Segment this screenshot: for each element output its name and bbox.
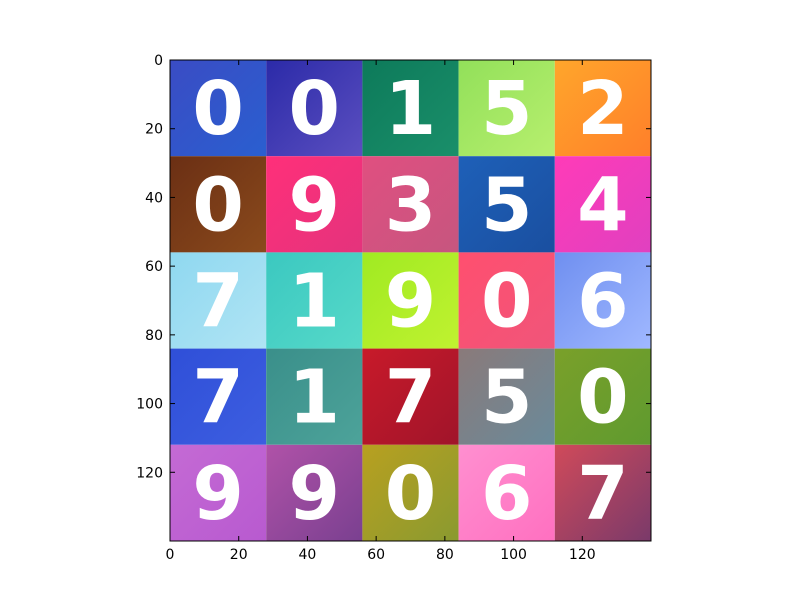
- digit-tile: 9: [266, 156, 363, 253]
- digit-tile: 0: [170, 156, 267, 253]
- digit-label: 4: [577, 162, 629, 248]
- tile-background: [266, 156, 363, 253]
- digit-tile: 1: [266, 252, 363, 349]
- tile-background: [362, 444, 459, 541]
- x-tick-label: 60: [367, 547, 385, 563]
- x-tick-label: 120: [569, 547, 596, 563]
- digit-tile: 3: [362, 156, 459, 253]
- digit-label: 0: [385, 451, 437, 537]
- digit-label: 5: [481, 66, 533, 152]
- digit-label: 6: [481, 451, 533, 537]
- tile-background: [458, 156, 555, 253]
- digit-tile: 1: [362, 60, 459, 157]
- digit-tile: 5: [458, 60, 555, 157]
- tile-background: [458, 60, 555, 157]
- tile-background: [170, 444, 267, 541]
- tile-background: [554, 252, 651, 349]
- digit-label: 3: [385, 162, 437, 248]
- tile-background: [458, 348, 555, 445]
- x-tick-label: 80: [436, 547, 454, 563]
- digit-tile: 5: [458, 156, 555, 253]
- digit-tile: 9: [266, 444, 363, 541]
- digit-label: 9: [192, 451, 244, 537]
- digit-tile: 7: [554, 444, 651, 541]
- digit-label: 9: [289, 451, 341, 537]
- axes-frame: [169, 59, 652, 542]
- digit-label: 0: [289, 66, 341, 152]
- digit-tile: 5: [458, 348, 555, 445]
- digit-label: 0: [192, 162, 244, 248]
- tile-background: [458, 252, 555, 349]
- digit-label: 7: [192, 259, 244, 345]
- digit-label: 6: [577, 259, 629, 345]
- digit-tile: 0: [458, 252, 555, 349]
- digit-label: 7: [385, 355, 437, 441]
- tile-background: [458, 444, 555, 541]
- digit-tile: 6: [458, 444, 555, 541]
- tile-background: [362, 60, 459, 157]
- tile-background: [554, 60, 651, 157]
- tile-background: [362, 252, 459, 349]
- y-tick-label: 20: [145, 122, 163, 138]
- digit-label: 0: [192, 66, 244, 152]
- digit-tile: 9: [362, 252, 459, 349]
- digit-tile: 0: [554, 348, 651, 445]
- tile-background: [266, 60, 363, 157]
- digit-tile: 2: [554, 60, 651, 157]
- y-tick-label: 40: [145, 190, 163, 206]
- digit-tile: 0: [170, 60, 267, 157]
- y-tick-label: 120: [136, 465, 163, 481]
- tile-background: [266, 252, 363, 349]
- digit-tile: 7: [170, 348, 267, 445]
- digit-tile: 7: [170, 252, 267, 349]
- tile-background: [554, 156, 651, 253]
- x-tick-label: 100: [500, 547, 527, 563]
- digit-tile: 0: [266, 60, 363, 157]
- digit-label: 2: [577, 66, 629, 152]
- digit-label: 9: [289, 162, 341, 248]
- tile-background: [266, 444, 363, 541]
- digit-label: 1: [289, 259, 341, 345]
- tile-background: [170, 60, 267, 157]
- digit-tile: 6: [554, 252, 651, 349]
- tile-background: [554, 348, 651, 445]
- digit-label: 5: [481, 162, 533, 248]
- y-tick-label: 0: [154, 53, 163, 69]
- digit-label: 1: [385, 66, 437, 152]
- digit-label: 9: [385, 259, 437, 345]
- digit-label: 7: [577, 451, 629, 537]
- digit-tile: 4: [554, 156, 651, 253]
- digit-label: 5: [481, 355, 533, 441]
- tile-background: [362, 348, 459, 445]
- y-tick-label: 100: [136, 397, 163, 413]
- tile-background: [266, 348, 363, 445]
- tile-background: [554, 444, 651, 541]
- tile-background: [170, 156, 267, 253]
- digit-label: 0: [481, 259, 533, 345]
- tile-background: [362, 156, 459, 253]
- digit-tile: 0: [362, 444, 459, 541]
- x-tick-label: 40: [299, 547, 317, 563]
- digit-label: 0: [577, 355, 629, 441]
- image-grid: 0 0 1 5 20 9 3 5 47 1 9 0 67 1 7 5 09 9 0 6 7: [170, 60, 651, 541]
- digit-tile: 9: [170, 444, 267, 541]
- digit-tile: 7: [362, 348, 459, 445]
- tile-background: [170, 252, 267, 349]
- x-tick-label: 0: [166, 547, 175, 563]
- digit-label: 7: [192, 355, 244, 441]
- digit-tile: 1: [266, 348, 363, 445]
- tile-background: [170, 348, 267, 445]
- x-tick-label: 20: [230, 547, 248, 563]
- digit-label: 1: [289, 355, 341, 441]
- x-axis: 0 20 40 60 80 100 120: [166, 60, 596, 563]
- y-tick-label: 60: [145, 259, 163, 275]
- y-tick-label: 80: [145, 328, 163, 344]
